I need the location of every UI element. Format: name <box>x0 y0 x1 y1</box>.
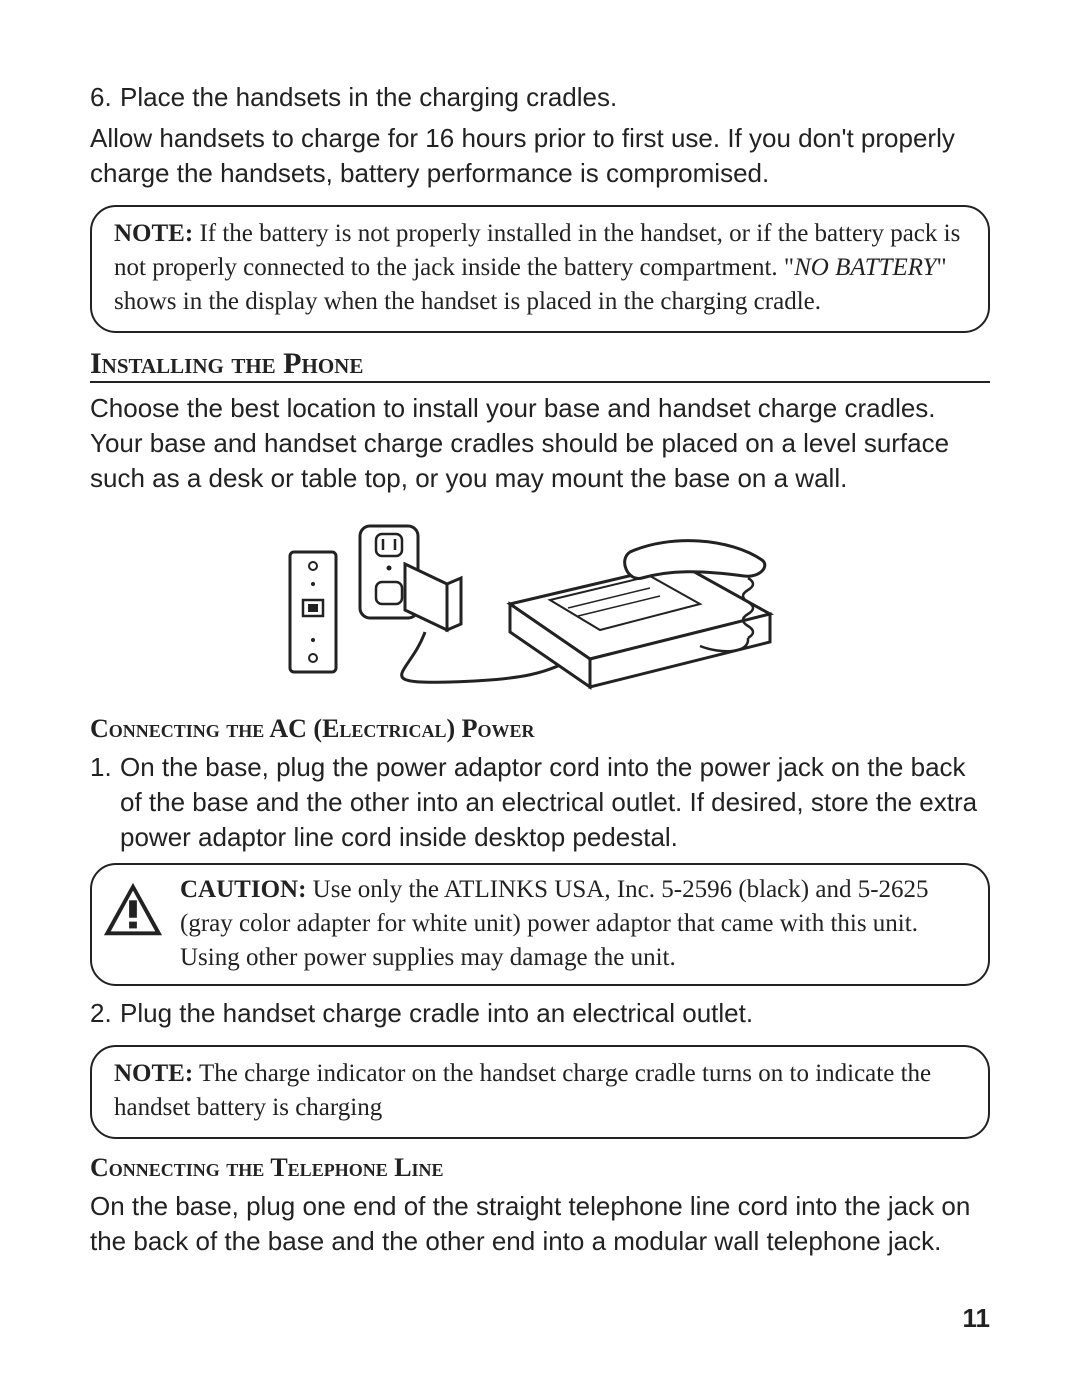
step-number: 6. <box>90 80 120 115</box>
step-text: On the base, plug the power adaptor cord… <box>120 750 990 855</box>
illustration-container <box>90 504 990 704</box>
warning-icon <box>102 879 164 941</box>
step-1: 1. On the base, plug the power adaptor c… <box>90 750 990 855</box>
manual-page: 6. Place the handsets in the charging cr… <box>0 0 1080 1374</box>
caution-text: CAUTION: Use only the ATLINKS USA, Inc. … <box>180 873 970 974</box>
caution-box: CAUTION: Use only the ATLINKS USA, Inc. … <box>90 863 990 986</box>
step-text: Plug the handset charge cradle into an e… <box>120 996 753 1031</box>
step-2: 2. Plug the handset charge cradle into a… <box>90 996 990 1031</box>
step-number: 2. <box>90 996 120 1031</box>
note-box-charge-indicator: NOTE: The charge indicator on the handse… <box>90 1045 990 1139</box>
subheading-ac-power: Connecting the AC (Electrical) Power <box>90 714 990 744</box>
caution-label: CAUTION: <box>180 876 306 903</box>
note-label: NOTE: <box>114 1060 193 1087</box>
step-text: Place the handsets in the charging cradl… <box>120 80 617 115</box>
step-number: 1. <box>90 750 120 855</box>
step-6: 6. Place the handsets in the charging cr… <box>90 80 990 115</box>
install-paragraph: Choose the best location to install your… <box>90 391 990 496</box>
telephone-paragraph: On the base, plug one end of the straigh… <box>90 1189 990 1259</box>
page-number: 11 <box>963 1303 991 1334</box>
note-italic: NO BATTERY <box>794 254 936 281</box>
charge-paragraph: Allow handsets to charge for 16 hours pr… <box>90 121 990 191</box>
section-heading-install: Installing the Phone <box>90 347 990 383</box>
note-label: NOTE: <box>114 220 193 247</box>
note-box-battery: NOTE: If the battery is not properly ins… <box>90 205 990 332</box>
phone-install-illustration <box>250 504 830 704</box>
subheading-telephone-line: Connecting the Telephone Line <box>90 1153 990 1183</box>
note-text: The charge indicator on the handset char… <box>114 1060 931 1121</box>
